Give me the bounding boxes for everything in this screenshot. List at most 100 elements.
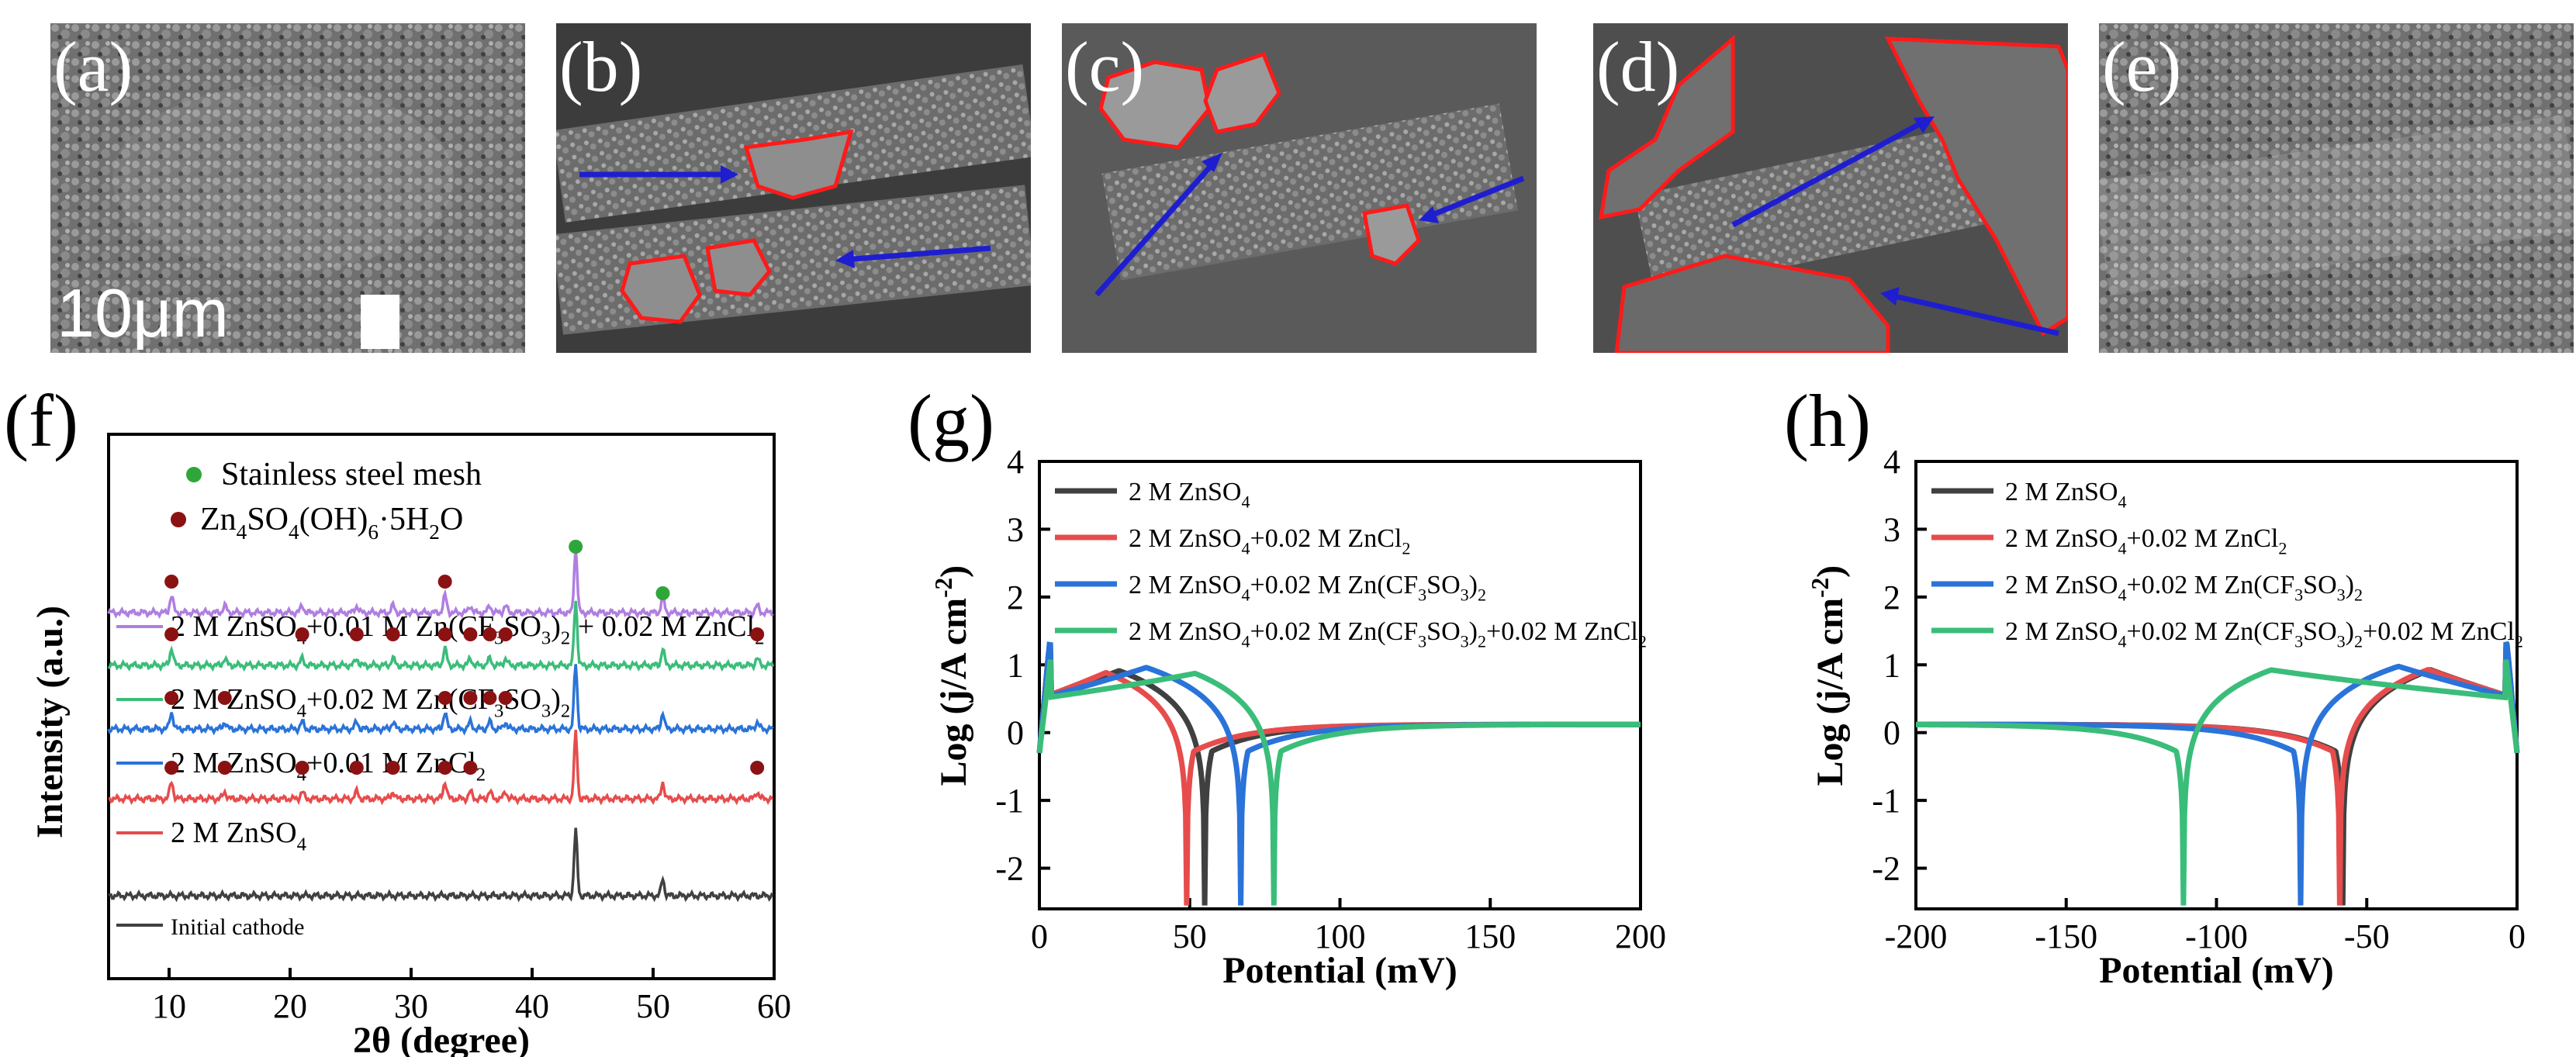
crystal-outline-2 [620,254,702,324]
y-axis-label-group: Log (j/A cm-2) [1807,565,1851,786]
sem-texture-a [50,23,525,353]
zinc-salt-peak-marker [349,761,364,775]
arrow-2 [842,245,991,263]
x-tick-label: -200 [1885,917,1948,955]
zinc-salt-peak-marker [482,691,497,705]
sem-texture-c [1062,23,1537,353]
arrow-5 [1731,117,1928,228]
zinc-salt-peak-marker [463,761,478,775]
y-tick-label: 4 [1883,443,1900,481]
y-tick-label: 4 [1007,443,1024,481]
series-legend-label-1: 2 M ZnSO4 [171,817,306,855]
legend-label-steel: Stainless steel mesh [221,457,482,492]
zinc-salt-peak-marker [482,627,497,641]
legend-marker-zinc-salt [171,512,186,527]
crystal-outline-5 [1203,51,1281,134]
y-axis-label: Log (j/A cm-2) [1807,565,1851,786]
sem-texture-e [2099,23,2574,353]
x-tick-label: 150 [1464,917,1516,955]
zinc-salt-peak-marker [386,761,400,775]
x-tick-label: 100 [1315,917,1366,955]
scale-bar [361,295,399,349]
x-tick-label: 200 [1615,917,1666,955]
x-tick-label: 50 [1173,917,1207,955]
steel-peak-marker [569,540,583,554]
xrd-trace-1 [108,729,774,806]
crystal-outline-6 [1362,203,1421,266]
xrd-trace-3 [107,600,775,672]
sem-image-e: (e) [2099,23,2574,353]
xrd-trace-2 [107,664,774,736]
x-tick-label: 10 [152,987,186,1025]
x-tick-label: 60 [757,987,791,1025]
series-legend-label-3: 2 M ZnSO4+0.02 M Zn(CF3SO3)2 [171,683,570,722]
y-tick-label: -1 [995,782,1024,820]
sem-image-a: (a) 10μm [50,23,525,353]
sem-image-b: (b) [556,23,1031,353]
crystal-outline-3 [705,238,772,297]
arrow-6 [1887,292,2059,337]
y-axis-label: Log (j/A cm-2) [930,565,974,786]
series-legend-label-0: Initial cathode [171,914,304,940]
x-tick-label: -150 [2035,917,2097,955]
legend-label-2: 2 M ZnSO4+0.02 M Zn(CF3SO3)2 [1129,571,1486,605]
arrow-3 [1094,157,1219,297]
legend-label-3: 2 M ZnSO4+0.02 M Zn(CF3SO3)2+0.02 M ZnCl… [2005,617,2523,651]
y-tick-label: -2 [995,850,1024,888]
y-axis-label-group: Log (j/A cm-2) [930,565,974,786]
zinc-salt-peak-marker [498,627,513,641]
legend-label-1: 2 M ZnSO4+0.02 M ZnCl2 [1129,524,1410,558]
zinc-salt-peak-marker [164,627,179,641]
x-tick-label: 40 [515,987,549,1025]
zinc-salt-peak-marker [164,691,179,705]
y-axis-label: Intensity (a.u.) [29,606,71,838]
x-axis-label: 2θ (degree) [353,1020,530,1057]
x-tick-label: 20 [273,987,307,1025]
zinc-salt-peak-marker [437,761,452,775]
y-tick-label: 0 [1883,714,1900,752]
xrd-trace-0 [108,827,774,903]
x-axis-label: Potential (mV) [1222,950,1457,991]
arrow-4 [1425,175,1525,220]
x-tick-label: -100 [2185,917,2248,955]
zinc-salt-peak-marker [217,761,232,775]
steel-peak-marker [655,586,670,600]
crystal-outline-9 [1614,254,1890,353]
sem-image-d: (d) [1593,23,2068,353]
y-tick-label: 0 [1007,714,1024,752]
x-tick-label: 0 [2509,917,2526,955]
y-tick-label: 1 [1007,646,1024,684]
y-tick-label: 2 [1883,579,1900,617]
zinc-salt-peak-marker [750,761,765,775]
panel-label-f: (f) [4,379,78,462]
legend-label-3: 2 M ZnSO4+0.02 M Zn(CF3SO3)2+0.02 M ZnCl… [1129,617,1647,651]
legend-label-zinc-salt: Zn4SO4(OH)6·5H2O [200,502,463,544]
legend-label-1: 2 M ZnSO4+0.02 M ZnCl2 [2005,524,2287,558]
x-tick-label: 30 [394,987,428,1025]
y-tick-label: 1 [1883,646,1900,684]
x-tick-label: 50 [636,987,670,1025]
zinc-salt-peak-marker [750,627,765,641]
x-tick-label: -50 [2344,917,2390,955]
zinc-salt-peak-marker [349,627,364,641]
y-tick-label: 3 [1883,510,1900,548]
zinc-salt-peak-marker [463,691,478,705]
zinc-salt-peak-marker [164,761,179,775]
panel-label-h: (h) [1784,379,1871,462]
sem-texture-d [1593,23,2068,353]
zinc-salt-peak-marker [295,761,309,775]
crystal-outline-1 [743,129,854,200]
panel-label-c: (c) [1065,27,1145,106]
crystal-outline-7 [1598,34,1735,220]
panel-label-e: (e) [2102,27,2182,106]
tafel-curve-3 [1036,659,1641,906]
zinc-salt-peak-marker [386,627,400,641]
legend-label-0: 2 M ZnSO4 [1129,478,1250,512]
x-axis-label: Potential (mV) [2099,950,2334,991]
zinc-salt-peak-marker [295,627,309,641]
zinc-salt-peak-marker [437,627,452,641]
legend-marker-steel [186,467,202,482]
legend-label-0: 2 M ZnSO4 [2005,478,2127,512]
